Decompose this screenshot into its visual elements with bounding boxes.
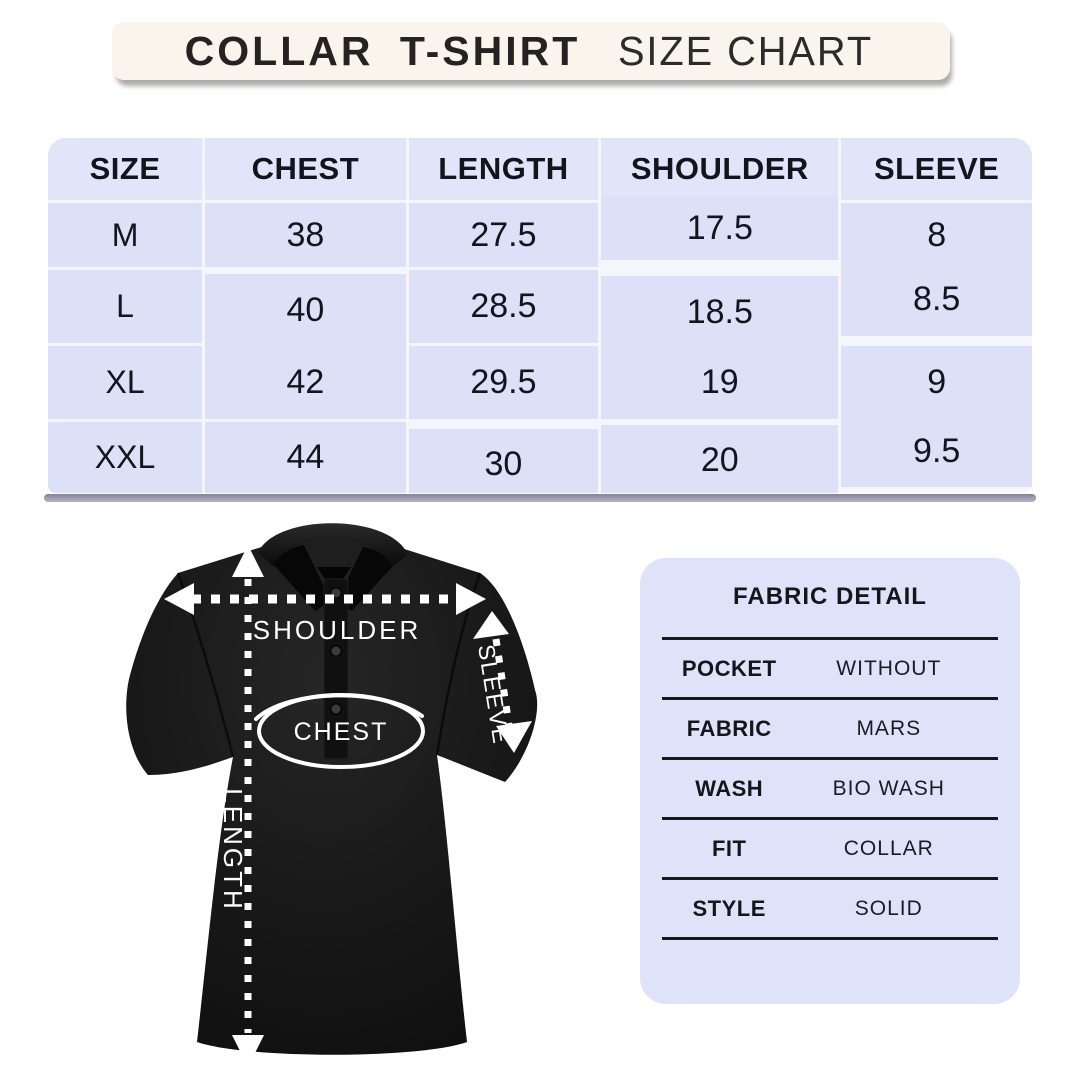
fabric-detail-card: FABRIC DETAIL POCKET WITHOUT FABRIC MARS…: [640, 558, 1020, 1004]
value-cell: 27.5: [408, 203, 599, 267]
fabric-row-fit: FIT COLLAR: [662, 817, 998, 877]
fabric-row-value: WITHOUT: [836, 656, 942, 680]
fabric-row-label: POCKET: [681, 655, 777, 681]
fabric-detail-title: FABRIC DETAIL: [733, 583, 927, 610]
column-header-sleeve: SLEEVE: [841, 138, 1032, 200]
value-cell: 44: [205, 422, 406, 493]
value-cell: 38: [205, 203, 406, 267]
fabric-row-style: STYLE SOLID: [662, 877, 998, 940]
fabric-row-value: BIO WASH: [832, 776, 945, 800]
button: [329, 644, 343, 658]
fabric-row-fabric: FABRIC MARS: [662, 697, 998, 757]
size-cell: M: [48, 203, 203, 267]
value-cell: 40: [205, 274, 406, 347]
table-bottom-shadow: [44, 494, 1036, 502]
page-title-primary: COLLAR T-SHIRT: [184, 27, 581, 74]
value-cell: 9.5: [841, 416, 1032, 487]
value-cell: 8: [841, 203, 1032, 267]
shoulder-label: SHOULDER: [253, 615, 421, 645]
value-cell: 19: [601, 346, 839, 419]
shirt-measurement-diagram: SHOULDER LENGTH SLEEVE CHEST: [120, 505, 570, 1080]
button-placket: [323, 578, 349, 760]
length-arrow-up: [232, 545, 264, 577]
shoulder-arrow-left: [164, 583, 194, 615]
size-chart-table: SIZE CHEST LENGTH SHOULDER SLEEVE M 38 2…: [48, 138, 1032, 493]
sleeve-measure-line: [492, 638, 513, 726]
fabric-row-label: FABRIC: [686, 715, 772, 741]
chest-label: CHEST: [294, 718, 389, 746]
fabric-row-wash: WASH BIO WASH: [662, 757, 998, 817]
column-header-size: SIZE: [48, 138, 203, 200]
value-cell: 29.5: [408, 346, 599, 419]
value-cell: 30: [408, 429, 599, 493]
page-title-secondary: SIZE CHART: [618, 27, 874, 74]
title-banner: COLLAR T-SHIRT SIZE CHART: [112, 22, 950, 80]
value-cell: 28.5: [408, 270, 599, 343]
shoulder-arrow-right: [456, 583, 486, 615]
sleeve-arrow-up: [473, 611, 509, 639]
value-cell: 18.5: [601, 276, 839, 349]
fabric-row-label: FIT: [711, 835, 747, 861]
chest-ellipse-sketch-stroke: [254, 693, 424, 721]
sleeve-arrow-down: [496, 721, 532, 753]
value-cell: 17.5: [601, 196, 839, 260]
column-header-length: LENGTH: [408, 138, 599, 200]
fabric-row-pocket: POCKET WITHOUT: [662, 637, 998, 697]
value-cell: 42: [205, 346, 406, 419]
fabric-row-value: MARS: [856, 716, 922, 740]
button: [329, 702, 343, 716]
fabric-row-value: COLLAR: [843, 836, 934, 860]
shirt-body: [126, 535, 538, 1055]
value-cell: 9: [841, 346, 1032, 419]
collar-back: [258, 523, 408, 567]
collar-left-flap: [274, 545, 331, 611]
polo-shirt-graphic: SHOULDER LENGTH SLEEVE CHEST: [126, 523, 538, 1067]
fabric-row-label: STYLE: [692, 895, 766, 921]
size-cell: L: [48, 270, 203, 343]
length-arrow-down: [232, 1035, 264, 1067]
fabric-row-value: SOLID: [854, 896, 923, 920]
value-cell: 20: [601, 425, 839, 493]
column-header-chest: CHEST: [205, 138, 406, 200]
length-label: LENGTH: [218, 788, 248, 911]
size-cell: XXL: [48, 422, 203, 493]
column-header-shoulder: SHOULDER: [601, 138, 839, 200]
fabric-detail-table: POCKET WITHOUT FABRIC MARS WASH BIO WASH…: [662, 637, 998, 940]
fabric-row-label: WASH: [695, 775, 764, 801]
size-cell: XL: [48, 346, 203, 419]
value-cell: 8.5: [841, 263, 1032, 336]
